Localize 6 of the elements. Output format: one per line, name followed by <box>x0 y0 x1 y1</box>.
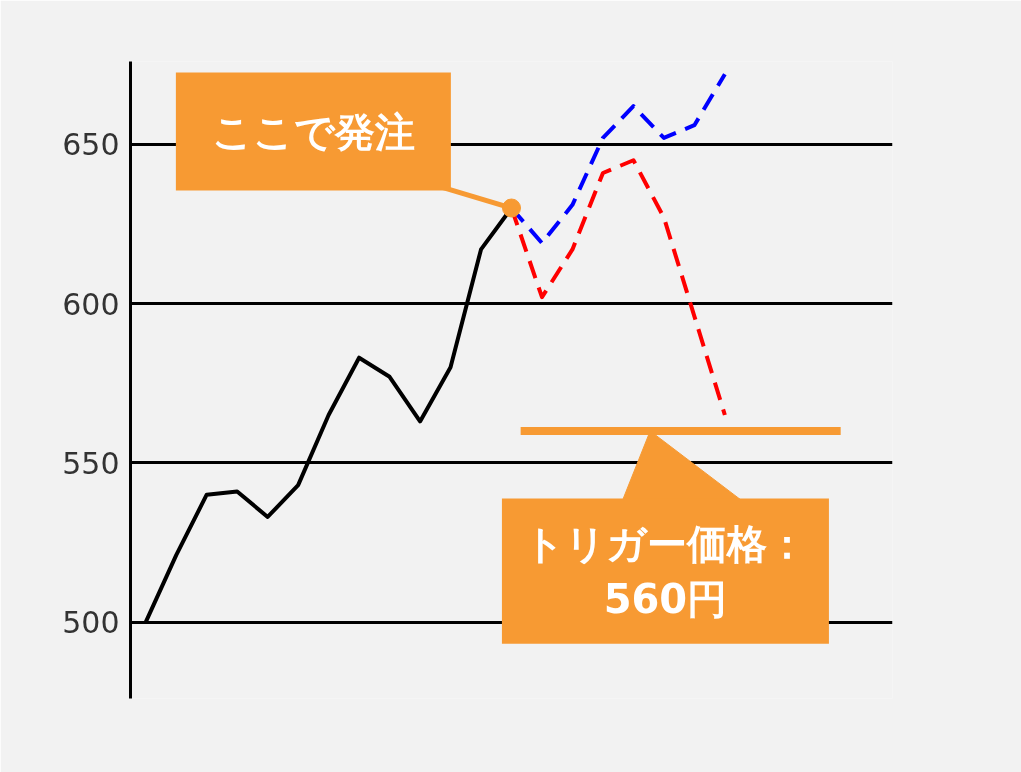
y-tick-label: 650 <box>62 127 120 163</box>
y-tick-label: 500 <box>62 605 120 641</box>
annotation: ここで発注 <box>211 108 415 155</box>
y-tick-label: 550 <box>62 445 120 481</box>
legend-label: トリガー価格： 560円 <box>523 520 807 622</box>
y-tick-label: 600 <box>62 286 120 322</box>
